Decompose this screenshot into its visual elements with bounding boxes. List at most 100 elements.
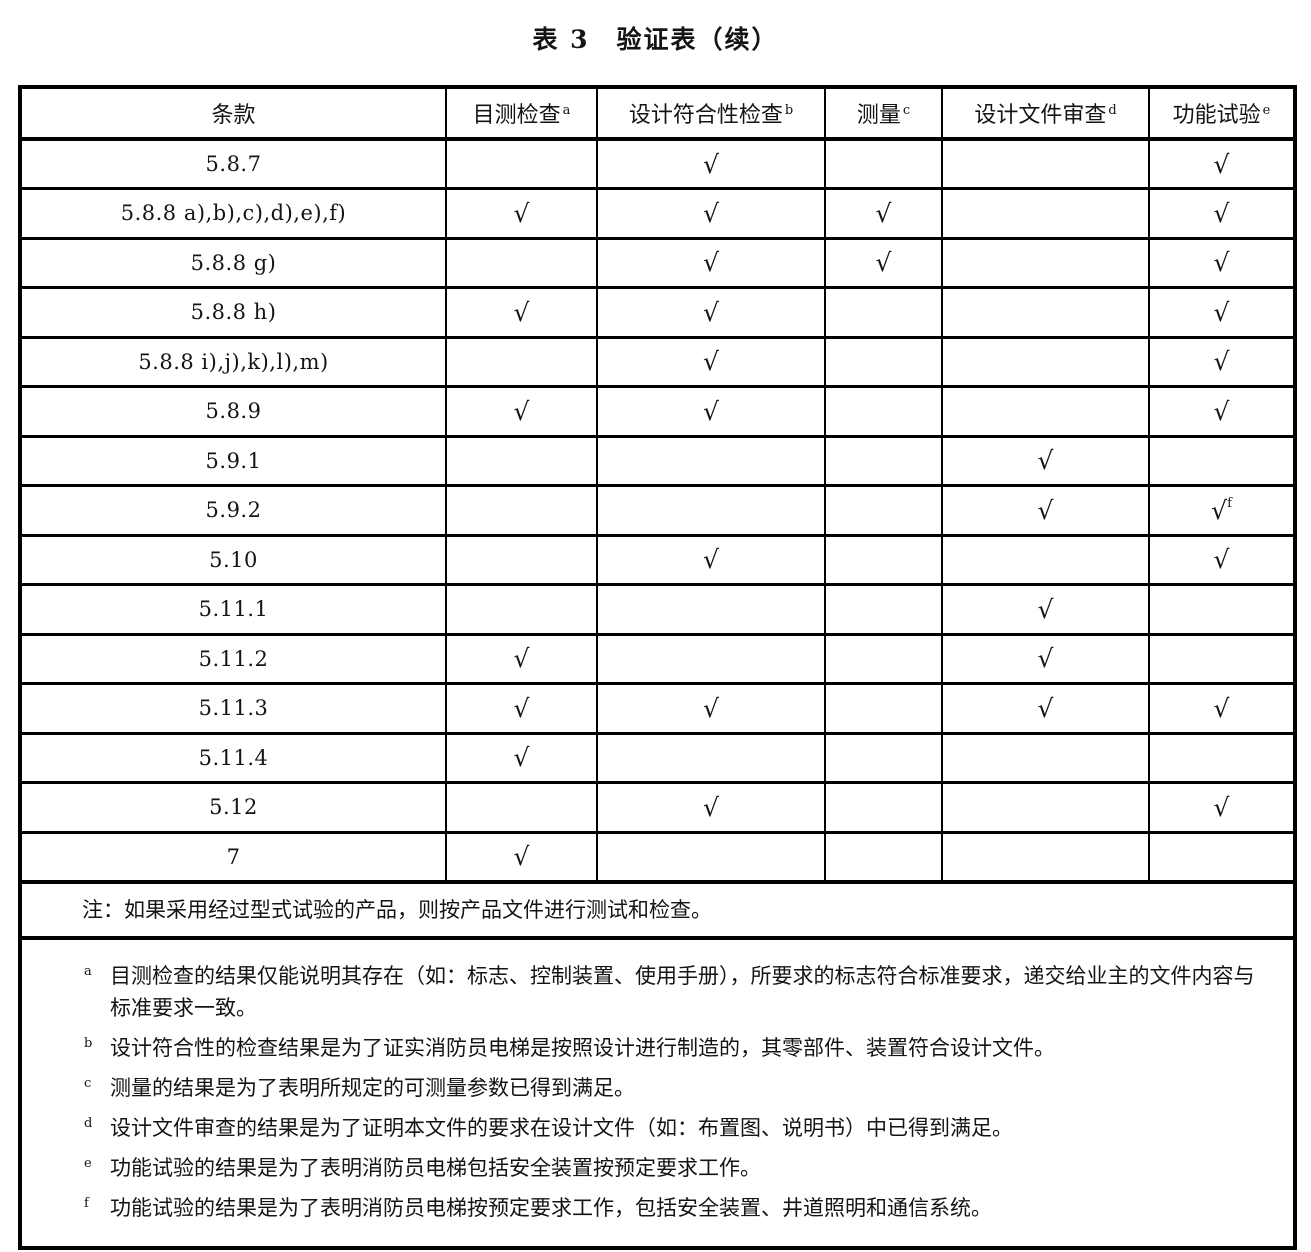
- footnotes-block: a 目测检查的结果仅能说明其存在（如：标志、控制装置、使用手册），所要求的标志符合…: [19, 935, 1296, 1250]
- empty-cell: [596, 731, 826, 784]
- empty-cell: [941, 830, 1150, 883]
- table-row: 5.8.8 h) √ √ √: [19, 286, 1296, 339]
- empty-cell: [941, 781, 1150, 834]
- column-header-5: 功能试验 e: [1148, 85, 1296, 141]
- table-row: 5.11.1 √: [19, 583, 1296, 636]
- footnote-text: 设计符合性的检查结果是为了证实消防员电梯是按照设计进行制造的，其零部件、装置符合…: [110, 1035, 1055, 1060]
- column-header-1: 目测检查 a: [445, 85, 598, 141]
- footnote-a: a 目测检查的结果仅能说明其存在（如：标志、控制装置、使用手册），所要求的标志符合…: [84, 960, 1259, 1024]
- empty-cell: [941, 533, 1150, 586]
- footnote-text: 测量的结果是为了表明所规定的可测量参数已得到满足。: [110, 1075, 635, 1100]
- table-row: 5.8.8 i),j),k),l),m) √ √: [19, 335, 1296, 388]
- check-mark-cell: √: [445, 187, 598, 240]
- table-row: 5.8.8 g) √ √ √: [19, 236, 1296, 289]
- check-mark-cell: √: [445, 830, 598, 883]
- check-mark-cell: √: [445, 286, 598, 339]
- clause-cell: 5.8.8 h): [19, 286, 447, 339]
- check-mark-cell: √: [596, 137, 826, 190]
- table-row: 5.12 √ √: [19, 781, 1296, 834]
- clause-cell: 5.9.2: [19, 484, 447, 537]
- empty-cell: [445, 335, 598, 388]
- footnote-ref-c: c: [902, 102, 911, 118]
- table-row: 5.8.9 √ √ √: [19, 385, 1296, 438]
- empty-cell: [824, 731, 943, 784]
- empty-cell: [824, 434, 943, 487]
- check-mark-cell: √f: [1148, 484, 1296, 537]
- empty-cell: [1148, 434, 1296, 487]
- clause-cell: 5.9.1: [19, 434, 447, 487]
- clause-cell: 5.11.3: [19, 682, 447, 735]
- clause-cell: 5.8.7: [19, 137, 447, 190]
- empty-cell: [445, 137, 598, 190]
- empty-cell: [941, 236, 1150, 289]
- table-note: 注：如果采用经过型式试验的产品，则按产品文件进行测试和检查。: [19, 879, 1296, 940]
- empty-cell: [824, 781, 943, 834]
- clause-cell: 5.8.8 a),b),c),d),e),f): [19, 187, 447, 240]
- footnote-ref-d: d: [1108, 102, 1117, 118]
- verification-table: 条款 目测检查 a 设计符合性检查 b 测量 c 设计文件审查 d 功能试验 e 5.8.7 √ √ 5.…: [18, 85, 1297, 1250]
- clause-cell: 5.8.8 i),j),k),l),m): [19, 335, 447, 388]
- empty-cell: [824, 682, 943, 735]
- empty-cell: [824, 335, 943, 388]
- footnote-e: e 功能试验的结果是为了表明消防员电梯包括安全装置按预定要求工作。: [84, 1152, 1259, 1184]
- clause-cell: 5.12: [19, 781, 447, 834]
- check-mark-cell: √: [1148, 137, 1296, 190]
- empty-cell: [1148, 830, 1296, 883]
- footnote-ref-a: a: [562, 102, 571, 118]
- empty-cell: [1148, 583, 1296, 636]
- table-row: 5.11.4 √: [19, 731, 1296, 784]
- check-mark-cell: √: [596, 187, 826, 240]
- check-mark-cell: √: [1148, 533, 1296, 586]
- empty-cell: [445, 583, 598, 636]
- empty-cell: [824, 583, 943, 636]
- empty-cell: [445, 484, 598, 537]
- footnote-c: c 测量的结果是为了表明所规定的可测量参数已得到满足。: [84, 1072, 1259, 1104]
- footnote-text: 功能试验的结果是为了表明消防员电梯包括安全装置按预定要求工作。: [110, 1155, 761, 1180]
- table-row: 5.11.3 √ √ √ √: [19, 682, 1296, 735]
- check-mark-cell: √: [596, 781, 826, 834]
- empty-cell: [824, 533, 943, 586]
- footnote-ref-e: e: [1262, 102, 1271, 118]
- clause-cell: 5.11.4: [19, 731, 447, 784]
- table-row: 5.11.2 √ √: [19, 632, 1296, 685]
- check-mark-cell: √: [824, 236, 943, 289]
- column-header-4: 设计文件审查 d: [941, 85, 1150, 141]
- table-footnotes-row: a 目测检查的结果仅能说明其存在（如：标志、控制装置、使用手册），所要求的标志符合…: [19, 935, 1296, 1250]
- empty-cell: [445, 533, 598, 586]
- check-mark-cell: √: [1148, 335, 1296, 388]
- empty-cell: [596, 434, 826, 487]
- empty-cell: [596, 830, 826, 883]
- empty-cell: [941, 286, 1150, 339]
- footnote-ref-b: b: [784, 102, 794, 118]
- empty-cell: [445, 781, 598, 834]
- check-mark-cell: √: [941, 484, 1150, 537]
- table-row: 5.8.7 √ √: [19, 137, 1296, 190]
- footnote-d: d 设计文件审查的结果是为了证明本文件的要求在设计文件（如：布置图、说明书）中已得…: [84, 1112, 1259, 1144]
- check-mark-cell: √: [1148, 286, 1296, 339]
- check-mark-cell: √: [596, 335, 826, 388]
- empty-cell: [445, 434, 598, 487]
- check-mark-cell: √: [1148, 187, 1296, 240]
- table-row: 5.9.2 √ √f: [19, 484, 1296, 537]
- check-mark-cell: √: [445, 385, 598, 438]
- empty-cell: [941, 731, 1150, 784]
- footnote-text: 功能试验的结果是为了表明消防员电梯按预定要求工作，包括安全装置、井道照明和通信系…: [110, 1195, 992, 1220]
- empty-cell: [596, 632, 826, 685]
- check-mark-cell: √: [941, 434, 1150, 487]
- check-mark-cell: √: [596, 286, 826, 339]
- check-mark-cell: √: [1148, 236, 1296, 289]
- column-header-clause: 条款: [19, 85, 447, 141]
- check-mark-cell: √: [1148, 682, 1296, 735]
- footnote-marker: f: [84, 1195, 89, 1211]
- empty-cell: [445, 236, 598, 289]
- empty-cell: [1148, 632, 1296, 685]
- clause-cell: 7: [19, 830, 447, 883]
- clause-cell: 5.8.9: [19, 385, 447, 438]
- empty-cell: [824, 830, 943, 883]
- check-mark-cell: √: [596, 236, 826, 289]
- table-note-row: 注：如果采用经过型式试验的产品，则按产品文件进行测试和检查。: [19, 879, 1296, 940]
- table-row: 5.10 √ √: [19, 533, 1296, 586]
- footnote-marker: e: [84, 1155, 92, 1171]
- table-title: 表 3 验证表（续）: [532, 25, 779, 54]
- clause-cell: 5.11.2: [19, 632, 447, 685]
